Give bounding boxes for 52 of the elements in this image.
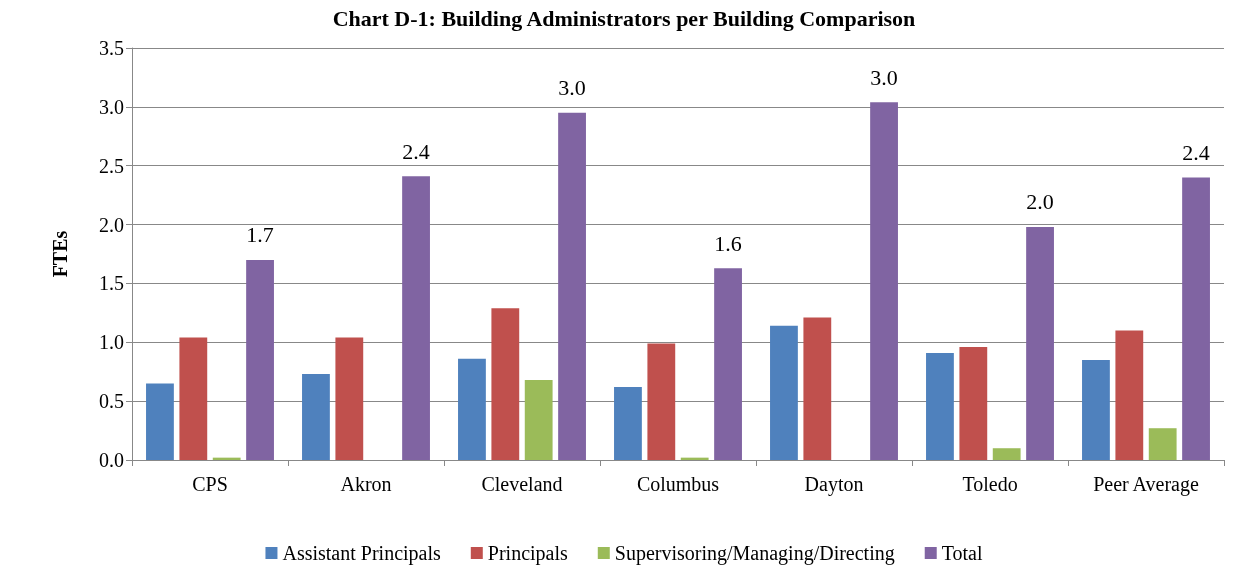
y-axis-title: FTEs [49, 230, 71, 278]
y-tick-label: 0.0 [99, 449, 124, 471]
bar [179, 337, 208, 460]
bar [1182, 177, 1210, 460]
bar [1082, 359, 1110, 460]
bar [870, 102, 898, 460]
bar [1148, 428, 1177, 460]
bar [558, 112, 586, 460]
data-label: 2.4 [402, 138, 430, 164]
bar [714, 268, 742, 460]
bar [491, 308, 520, 460]
x-tick-label: Dayton [804, 473, 864, 496]
bar [524, 379, 553, 460]
bar [335, 337, 364, 460]
bar [246, 259, 274, 460]
legend-label: Assistant Principals [282, 542, 442, 565]
bar [647, 343, 676, 460]
y-tick-label: 3.0 [99, 95, 124, 118]
data-label: 1.6 [714, 230, 742, 256]
bar [992, 448, 1021, 460]
bar [402, 176, 430, 460]
bar [302, 374, 330, 460]
bar [1026, 226, 1054, 460]
x-tick-label: Cleveland [481, 473, 563, 495]
data-label: 1.7 [246, 222, 274, 248]
y-tick-label: 0.5 [99, 390, 124, 413]
x-tick-label: Toledo [962, 473, 1018, 495]
bar [959, 346, 988, 460]
legend-label: Principals [487, 542, 568, 565]
data-label: 3.0 [558, 75, 586, 101]
bar [458, 358, 486, 460]
data-label: 2.0 [1026, 189, 1054, 215]
legend-label: Supervisoring/Managing/Directing [614, 542, 895, 565]
y-tick-label: 3.5 [99, 37, 124, 59]
y-tick-label: 1.5 [99, 272, 124, 295]
legend-label: Total [941, 542, 983, 564]
chart-title: Chart D-1: Building Administrators per Building Comparison [332, 5, 916, 31]
data-label: 3.0 [870, 64, 898, 90]
x-tick-label: Akron [340, 473, 392, 495]
y-tick-label: 2.5 [99, 154, 124, 177]
bar [1115, 330, 1144, 460]
bar [614, 387, 642, 460]
x-tick-label: Peer Average [1093, 473, 1199, 496]
data-label: 2.4 [1182, 139, 1210, 165]
bar [926, 352, 954, 460]
x-tick-label: CPS [192, 473, 228, 495]
bar [146, 383, 174, 460]
bar [803, 317, 832, 460]
y-tick-label: 2.0 [99, 213, 124, 236]
x-tick-label: Columbus [636, 473, 720, 495]
y-tick-label: 1.0 [99, 331, 124, 354]
bar [770, 325, 798, 460]
